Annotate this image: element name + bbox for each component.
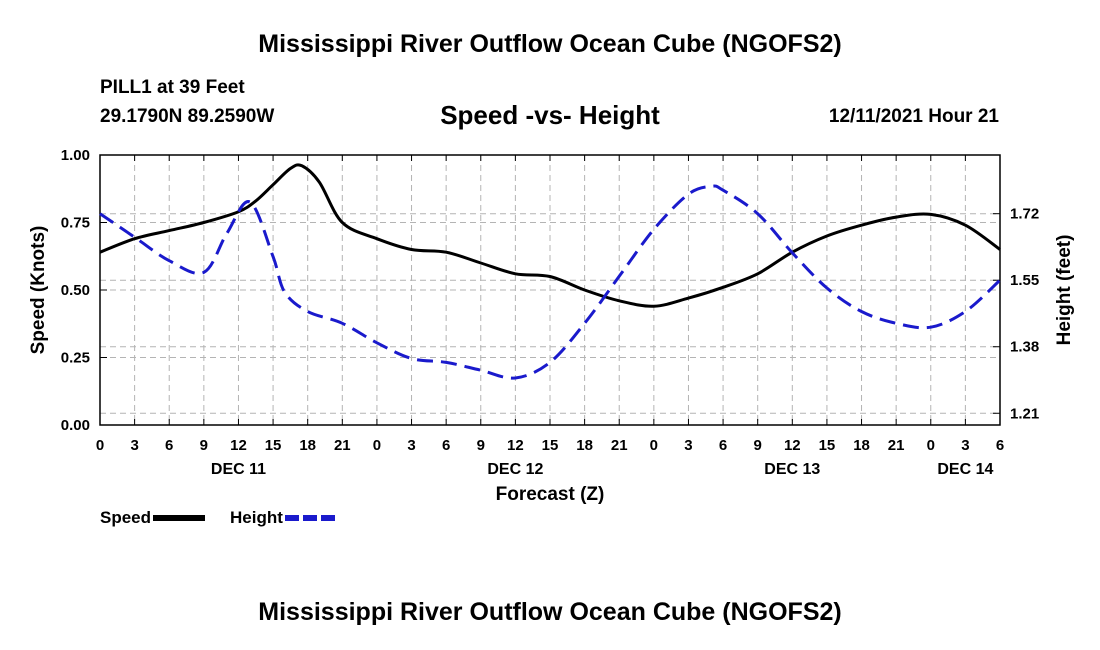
x-tick-label: 12 [507,437,524,454]
grid-layer [100,155,1000,425]
x-tick-label: 15 [542,437,559,454]
y-right-tick-label: 1.55 [1010,272,1039,289]
station-coordinates: 29.1790N 89.2590W [100,106,275,127]
date-label: DEC 14 [937,461,993,478]
x-tick-label: 6 [442,437,450,454]
chart-subtitle: Speed -vs- Height [440,100,660,130]
x-tick-label: 21 [888,437,905,454]
x-tick-label: 12 [230,437,247,454]
forecast-datetime: 12/11/2021 Hour 21 [828,106,999,127]
x-tick-label: 21 [611,437,628,454]
chart-title: Mississippi River Outflow Ocean Cube (NG… [258,30,842,58]
y-right-tick-label: 1.38 [1010,339,1039,356]
y-left-tick-label: 0.25 [61,350,90,367]
x-tick-label: 0 [927,437,935,454]
series-layer [99,163,1002,380]
y-axis-right-label: Height (feet) [1054,235,1075,346]
x-tick-label: 6 [719,437,727,454]
x-tick-label: 18 [299,437,316,454]
y-right-tick-label: 1.21 [1010,405,1039,422]
x-tick-label: 9 [754,437,762,454]
y-right-tick-label: 1.72 [1010,206,1039,223]
x-tick-label: 3 [961,437,969,454]
series-line-speed [99,163,1001,308]
station-label: PILL1 at 39 Feet [100,77,245,98]
legend-speed-swatch [153,515,206,521]
y-left-tick-label: 1.00 [61,147,90,164]
legend-height: Height [230,508,337,528]
x-tick-label: 12 [784,437,801,454]
x-axis-label: Forecast (Z) [496,484,605,505]
x-tick-label: 3 [684,437,692,454]
y-axis-left-label: Speed (Knots) [28,226,49,355]
x-tick-label: 3 [407,437,415,454]
legend-speed: Speed [100,508,206,528]
y-left-tick-label: 0.00 [61,417,90,434]
x-tick-label: 15 [819,437,836,454]
x-tick-label: 6 [165,437,173,454]
x-tick-label: 0 [96,437,104,454]
tick-layer: 0 3 6 9 12 15 18 21 0 3 6 9 12 15 18 21 0 3 6 9 12 15 18 21 0 3 6D… [61,147,1039,478]
x-tick-label: 18 [576,437,593,454]
chart-title-repeat: Mississippi River Outflow Ocean Cube (NG… [258,598,842,626]
x-tick-label: 9 [200,437,208,454]
x-tick-label: 18 [853,437,870,454]
x-tick-label: 3 [130,437,138,454]
x-tick-label: 0 [650,437,658,454]
date-label: DEC 11 [211,461,266,478]
x-tick-label: 9 [477,437,485,454]
date-label: DEC 12 [487,461,543,478]
legend-height-swatch [284,515,337,521]
x-tick-label: 21 [334,437,351,454]
x-tick-label: 15 [265,437,282,454]
y-left-tick-label: 0.50 [61,282,90,299]
date-label: DEC 13 [764,461,820,478]
legend-speed-label: Speed [100,508,152,527]
legend-height-label: Height [230,508,283,527]
x-tick-label: 6 [996,437,1004,454]
x-tick-label: 0 [373,437,381,454]
y-left-tick-label: 0.75 [61,215,90,232]
series-line-height [99,184,1002,380]
